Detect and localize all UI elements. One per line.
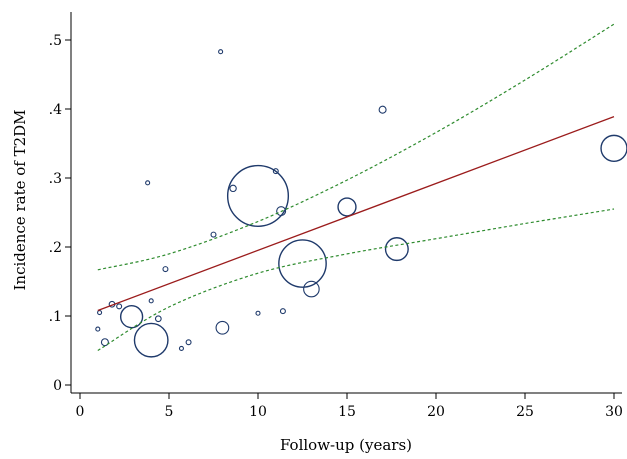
y-tick-label: .4 xyxy=(49,102,62,118)
regression-lines xyxy=(97,23,615,352)
study-bubble xyxy=(210,231,217,238)
study-bubble xyxy=(303,280,320,298)
x-tick-label: 5 xyxy=(165,404,174,420)
study-bubble xyxy=(272,168,279,175)
study-bubble xyxy=(100,338,109,347)
study-bubble xyxy=(226,164,290,227)
bubbles xyxy=(95,49,627,358)
study-bubble xyxy=(600,134,627,162)
y-tick-label: .2 xyxy=(49,240,62,256)
ci-lower-line xyxy=(97,208,615,352)
study-bubble xyxy=(97,309,103,316)
study-bubble xyxy=(154,315,162,323)
study-bubble xyxy=(218,49,224,55)
x-tick-label: 10 xyxy=(249,404,267,420)
x-tick-label: 25 xyxy=(516,404,534,420)
x-axis-title: Follow-up (years) xyxy=(280,436,412,454)
study-bubble xyxy=(279,308,286,315)
study-bubble xyxy=(384,237,409,262)
study-bubble xyxy=(95,326,101,332)
y-tick-label: .1 xyxy=(49,309,62,325)
fitted-regression-line xyxy=(97,115,615,312)
axes: 0 5 10 15 20 25 30 0 .1 .2 .3 .4 .5 xyxy=(49,12,623,420)
study-bubble xyxy=(276,206,287,217)
x-tick-label: 0 xyxy=(76,404,85,420)
study-bubble xyxy=(185,339,192,346)
study-bubble xyxy=(278,239,327,288)
y-tick-label: 0 xyxy=(53,378,62,394)
study-bubble xyxy=(215,320,230,335)
x-tick-label: 20 xyxy=(427,404,445,420)
study-bubble xyxy=(229,184,237,193)
x-tick-label: 15 xyxy=(338,404,356,420)
x-tick-label: 30 xyxy=(605,404,623,420)
study-bubble xyxy=(378,105,387,114)
study-bubble xyxy=(133,322,169,358)
study-bubble xyxy=(116,303,123,310)
study-bubble xyxy=(162,266,169,273)
y-tick-label: .3 xyxy=(49,171,62,187)
study-bubble xyxy=(337,197,357,217)
study-bubble xyxy=(119,305,144,329)
study-bubble xyxy=(255,310,261,316)
study-bubble xyxy=(148,298,154,304)
study-bubble xyxy=(145,180,151,186)
y-tick-label: .5 xyxy=(49,33,62,49)
ci-upper-line xyxy=(97,23,615,271)
study-bubble xyxy=(178,345,185,351)
y-axis-title: Incidence rate of T2DM xyxy=(11,109,29,290)
